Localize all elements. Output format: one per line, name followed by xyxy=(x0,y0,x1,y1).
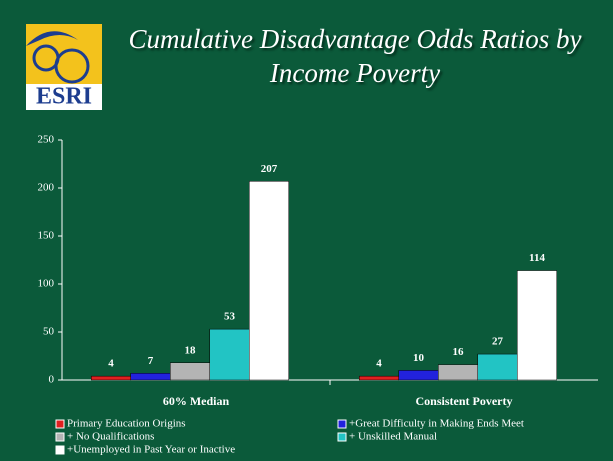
data-label: 18 xyxy=(185,344,197,356)
x-tick-label: 60% Median xyxy=(163,394,230,408)
data-label: 207 xyxy=(261,163,278,175)
legend-label: + Unskilled Manual xyxy=(349,431,437,443)
bar xyxy=(249,181,289,381)
data-label: 114 xyxy=(529,252,545,264)
logo-curve xyxy=(26,31,78,46)
data-label: 10 xyxy=(413,352,425,364)
bar xyxy=(477,353,518,381)
data-label: 53 xyxy=(224,311,236,323)
y-tick-label: 0 xyxy=(49,374,55,386)
bar xyxy=(517,270,557,381)
y-tick-label: 200 xyxy=(38,182,55,194)
legend-label: +Unemployed in Past Year or Inactive xyxy=(67,444,235,456)
legend-label: +Great Difficulty in Making Ends Meet xyxy=(349,418,524,430)
chart-title: Cumulative Disadvantage Odds Ratios by I… xyxy=(128,24,582,88)
bar xyxy=(398,370,439,381)
y-tick-label: 150 xyxy=(38,230,55,242)
logo-text: ESRI xyxy=(36,84,92,110)
y-tick-label: 250 xyxy=(38,134,55,146)
bar xyxy=(359,375,399,381)
data-label: 16 xyxy=(453,346,465,358)
logo: ESRI xyxy=(26,24,102,110)
logo-base xyxy=(26,84,102,110)
bar xyxy=(209,328,250,381)
data-label: 7 xyxy=(148,355,154,367)
bar xyxy=(91,375,131,381)
y-tick-label: 50 xyxy=(43,326,55,338)
data-label: 4 xyxy=(376,358,382,370)
data-label: 4 xyxy=(108,358,114,370)
legend-label: + No Qualifications xyxy=(67,431,154,443)
legend-label: Primary Education Origins xyxy=(67,418,186,430)
x-tick-label: Consistent Poverty xyxy=(416,394,513,408)
y-tick-label: 100 xyxy=(38,278,55,290)
legend-swatch xyxy=(55,432,65,442)
legend-swatch xyxy=(337,419,347,429)
bar xyxy=(438,364,478,381)
logo-ring xyxy=(32,44,60,72)
data-label: 27 xyxy=(492,336,504,348)
legend-swatch xyxy=(337,432,347,442)
bar xyxy=(130,373,171,381)
legend-swatch xyxy=(55,419,65,429)
legend-swatch xyxy=(55,445,65,455)
bar xyxy=(170,362,210,381)
